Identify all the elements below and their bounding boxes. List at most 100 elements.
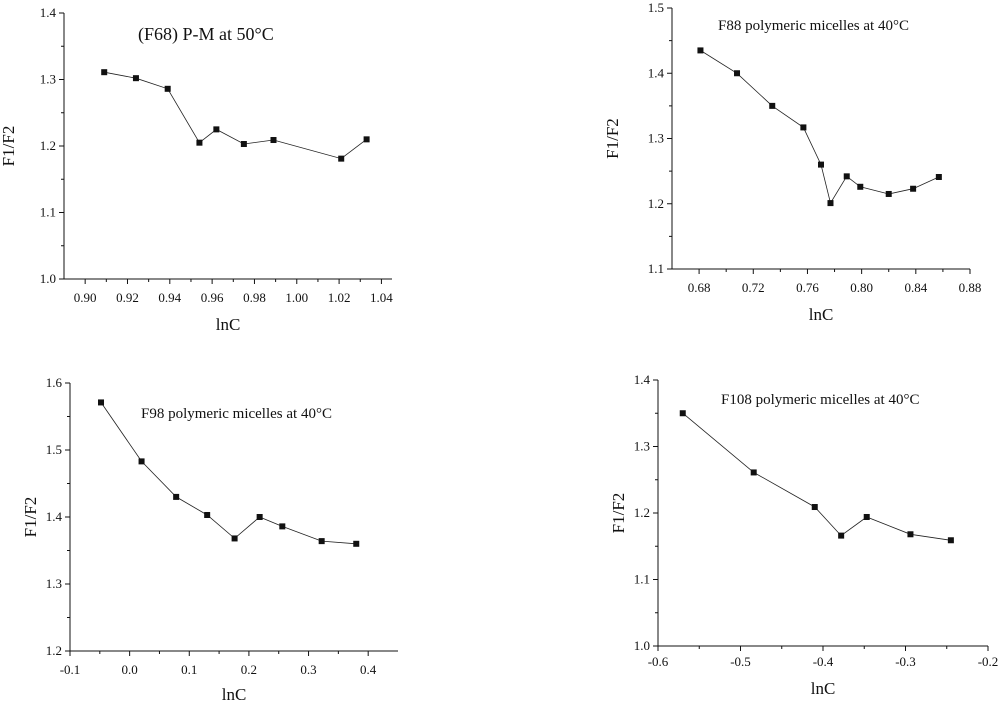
axes — [671, 8, 970, 270]
x-tick-label: 0.68 — [688, 280, 711, 295]
x-axis-title: lnC — [809, 305, 834, 324]
data-point — [270, 137, 277, 144]
x-tick-label: 1.00 — [285, 290, 308, 305]
x-tick-label: 0.80 — [850, 280, 873, 295]
y-tick-label: 1.0 — [40, 271, 56, 286]
data-point — [318, 538, 325, 545]
y-tick-label: 1.2 — [46, 643, 62, 658]
data-point — [164, 85, 171, 92]
series-line — [104, 71, 367, 160]
y-tick-label: 1.3 — [40, 72, 56, 87]
x-tick-label: 0.76 — [796, 280, 819, 295]
y-tick-label: 1.4 — [46, 509, 63, 524]
series-line — [100, 402, 357, 545]
y-axis-title: F1/F2 — [21, 497, 40, 538]
x-tick-label: -0.6 — [648, 654, 669, 669]
x-tick-label: -0.4 — [813, 654, 834, 669]
data-point — [240, 141, 247, 148]
data-point — [338, 155, 345, 162]
x-tick-label: -0.2 — [978, 654, 999, 669]
data-point — [907, 531, 914, 538]
x-axis-title: lnC — [222, 685, 247, 704]
y-tick-label: 1.6 — [46, 375, 63, 390]
data-point — [734, 70, 741, 77]
x-tick-label: 0.1 — [181, 662, 197, 677]
x-tick-label: 0.84 — [904, 280, 927, 295]
data-point — [838, 532, 845, 539]
data-point — [98, 399, 105, 406]
y-tick-label: 1.5 — [648, 0, 664, 15]
y-tick-label: 1.3 — [46, 576, 62, 591]
chart-panel-4: -0.6 -0.5 -0.4 -0.3 -0.2 1.0 1.1 1.2 1.3 1.4 F108 … — [609, 372, 998, 698]
chart-panel-2: 0.68 0.72 0.76 0.80 0.84 0.88 1.1 1.2 1.3 1.4 1.5 F… — [603, 0, 981, 324]
data-point — [363, 136, 370, 143]
y-tick-label: 1.1 — [40, 205, 56, 220]
chart-title: F88 polymeric micelles at 40°C — [718, 18, 909, 34]
chart-title: F108 polymeric micelles at 40°C — [721, 392, 919, 408]
chart-title: (F68) P-M at 50°C — [138, 24, 274, 45]
x-tick-label: 0.72 — [742, 280, 765, 295]
x-tick-label: -0.1 — [60, 662, 81, 677]
data-point — [196, 139, 203, 146]
axes — [69, 383, 398, 652]
data-point — [800, 124, 807, 131]
data-point — [750, 469, 757, 476]
data-point — [910, 185, 917, 192]
data-point — [132, 75, 139, 82]
x-tick-label: 0.96 — [201, 290, 224, 305]
y-tick-label: 1.1 — [634, 572, 650, 587]
data-point — [769, 102, 776, 109]
data-point — [827, 200, 834, 207]
data-point — [697, 47, 704, 54]
y-tick-label: 1.4 — [648, 65, 665, 80]
x-axis-title: lnC — [216, 315, 241, 334]
data-point — [256, 514, 263, 520]
x-tick-label: 0.92 — [116, 290, 139, 305]
data-point — [863, 513, 870, 520]
data-point — [885, 190, 892, 197]
axes — [63, 13, 392, 280]
chart-title: F98 polymeric micelles at 40°C — [141, 406, 332, 422]
data-point — [811, 504, 818, 511]
x-tick-label: 1.02 — [328, 290, 351, 305]
y-tick-label: 1.3 — [648, 131, 664, 146]
x-tick-label: -0.5 — [730, 654, 751, 669]
y-tick-label: 1.4 — [634, 372, 651, 387]
chart-panel-3: -0.1 0.0 0.1 0.2 0.3 0.4 1.2 1.3 1.4 1.5 1.6 F98 po… — [21, 375, 398, 704]
y-axis-title: F1/F2 — [609, 493, 628, 534]
y-tick-label: 1.3 — [634, 439, 650, 454]
data-point — [231, 535, 238, 542]
y-tick-label: 1.5 — [46, 442, 62, 457]
y-tick-label: 1.2 — [634, 505, 650, 520]
x-tick-label: 0.98 — [243, 290, 266, 305]
x-tick-label: 0.4 — [360, 662, 377, 677]
data-point — [679, 410, 686, 417]
data-point — [173, 493, 180, 500]
data-point — [101, 69, 108, 76]
axes — [657, 380, 988, 647]
data-point — [843, 173, 850, 180]
y-tick-label: 1.2 — [40, 138, 56, 153]
x-tick-label: 1.04 — [370, 290, 393, 305]
x-axis-title: lnC — [811, 679, 836, 698]
data-point — [213, 126, 220, 133]
x-tick-label: -0.3 — [895, 654, 916, 669]
data-point — [353, 540, 360, 547]
y-tick-label: 1.1 — [648, 261, 664, 276]
x-tick-label: 0.90 — [74, 290, 97, 305]
x-tick-label: 0.94 — [158, 290, 181, 305]
x-tick-label: 0.0 — [122, 662, 138, 677]
series-line — [682, 412, 951, 541]
y-axis-title: F1/F2 — [603, 118, 622, 159]
x-tick-label: 0.88 — [959, 280, 982, 295]
data-point — [279, 523, 286, 530]
data-point — [935, 173, 942, 180]
y-tick-label: 1.0 — [634, 638, 650, 653]
y-tick-label: 1.4 — [40, 5, 57, 20]
data-point — [818, 161, 824, 168]
x-tick-label: 0.3 — [300, 662, 316, 677]
y-axis-title: F1/F2 — [0, 126, 18, 167]
data-point — [204, 511, 211, 518]
data-point — [857, 183, 864, 190]
